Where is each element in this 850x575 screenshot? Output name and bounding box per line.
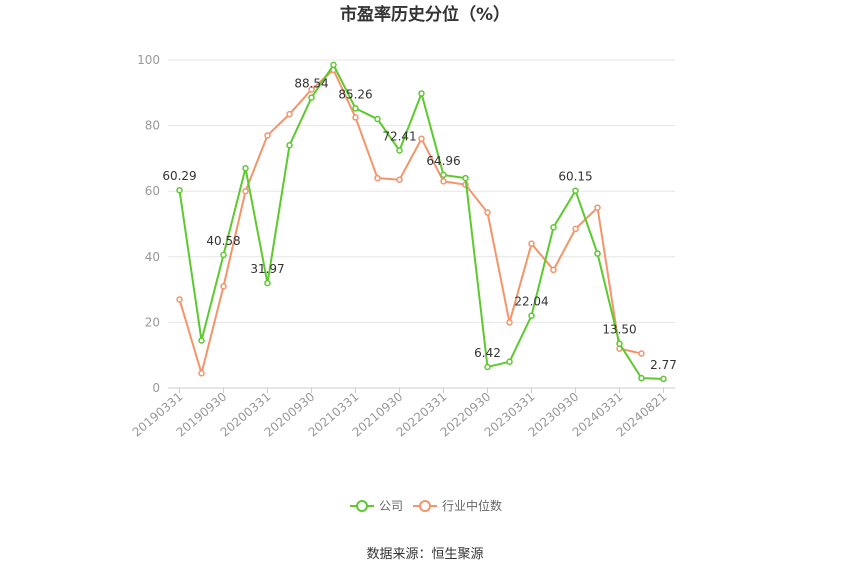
data-label: 22.04: [514, 295, 548, 309]
data-point[interactable]: [352, 105, 359, 112]
data-point[interactable]: [528, 240, 535, 247]
data-point[interactable]: [418, 135, 425, 142]
y-tick-label: 80: [145, 119, 160, 133]
data-point[interactable]: [396, 147, 403, 154]
legend-item-1[interactable]: 行业中位数: [413, 498, 502, 513]
data-point[interactable]: [572, 225, 579, 233]
legend-label: 行业中位数: [442, 498, 502, 513]
data-point[interactable]: [330, 61, 337, 69]
data-point[interactable]: [396, 176, 403, 183]
data-point[interactable]: [308, 94, 315, 101]
data-point[interactable]: [616, 340, 623, 347]
data-point[interactable]: [374, 115, 381, 123]
data-point[interactable]: [594, 250, 601, 257]
data-point[interactable]: [638, 374, 645, 382]
data-point[interactable]: [550, 224, 557, 231]
data-label: 88.54: [294, 77, 328, 91]
source-note: 数据来源：恒生聚源: [366, 547, 483, 562]
data-point[interactable]: [176, 186, 183, 194]
data-point[interactable]: [462, 174, 469, 182]
series-line: [178, 68, 642, 378]
data-label: 64.96: [426, 154, 460, 168]
data-point[interactable]: [264, 279, 271, 287]
y-tick-label: 20: [145, 315, 160, 329]
data-point[interactable]: [660, 375, 667, 383]
y-tick-label: 0: [152, 381, 160, 395]
data-label: 13.50: [602, 323, 636, 337]
y-tick-label: 60: [145, 184, 160, 198]
data-point[interactable]: [220, 251, 227, 259]
data-point[interactable]: [374, 174, 381, 182]
data-point[interactable]: [528, 312, 535, 319]
data-point[interactable]: [440, 171, 447, 179]
data-point[interactable]: [242, 187, 249, 195]
series-line: [178, 62, 664, 380]
series-1: [176, 66, 645, 378]
data-point[interactable]: [286, 142, 293, 149]
data-point[interactable]: [308, 86, 315, 93]
legend[interactable]: 公司 行业中位数: [350, 498, 502, 513]
data-label: 31.97: [250, 262, 284, 276]
data-label: 6.42: [474, 346, 501, 360]
chart-title: 市盈率历史分位（%）: [340, 4, 510, 25]
data-point[interactable]: [242, 164, 249, 172]
data-label: 2.77: [650, 358, 677, 372]
series-layer: [176, 61, 667, 383]
grid-lines: [168, 59, 675, 323]
data-point[interactable]: [220, 283, 227, 290]
legend-item-0[interactable]: 公司: [350, 499, 403, 513]
data-point[interactable]: [418, 90, 425, 97]
y-axis-ticks: 0 20 40 60 80 100: [137, 53, 160, 395]
legend-label: 公司: [379, 499, 403, 513]
data-point[interactable]: [506, 319, 513, 326]
data-point[interactable]: [264, 132, 271, 139]
legend-marker: [356, 500, 368, 512]
data-label: 40.58: [206, 234, 240, 248]
data-point[interactable]: [352, 114, 359, 121]
data-point[interactable]: [506, 358, 513, 366]
data-label: 60.15: [558, 170, 592, 184]
data-point[interactable]: [440, 178, 447, 185]
data-label: 72.41: [382, 129, 416, 143]
data-label: 60.29: [162, 169, 196, 183]
data-point[interactable]: [572, 187, 579, 194]
x-axis: 2019033120190930202003312020093020210331…: [130, 387, 675, 440]
data-point[interactable]: [176, 296, 183, 303]
data-point[interactable]: [484, 363, 491, 371]
data-point[interactable]: [198, 369, 205, 377]
y-tick-label: 40: [145, 250, 160, 264]
data-point[interactable]: [286, 110, 293, 118]
data-point[interactable]: [638, 350, 645, 357]
data-point[interactable]: [594, 204, 601, 211]
data-point[interactable]: [550, 266, 557, 274]
data-point[interactable]: [484, 209, 491, 216]
data-label: 85.26: [338, 87, 372, 101]
data-point[interactable]: [198, 337, 205, 344]
legend-marker: [419, 500, 431, 512]
series-0: [176, 61, 667, 383]
y-tick-label: 100: [137, 53, 160, 67]
data-labels: 60.29 40.58 31.97 88.54 85.26 72.41 64.96 6.42 2…: [162, 77, 677, 372]
